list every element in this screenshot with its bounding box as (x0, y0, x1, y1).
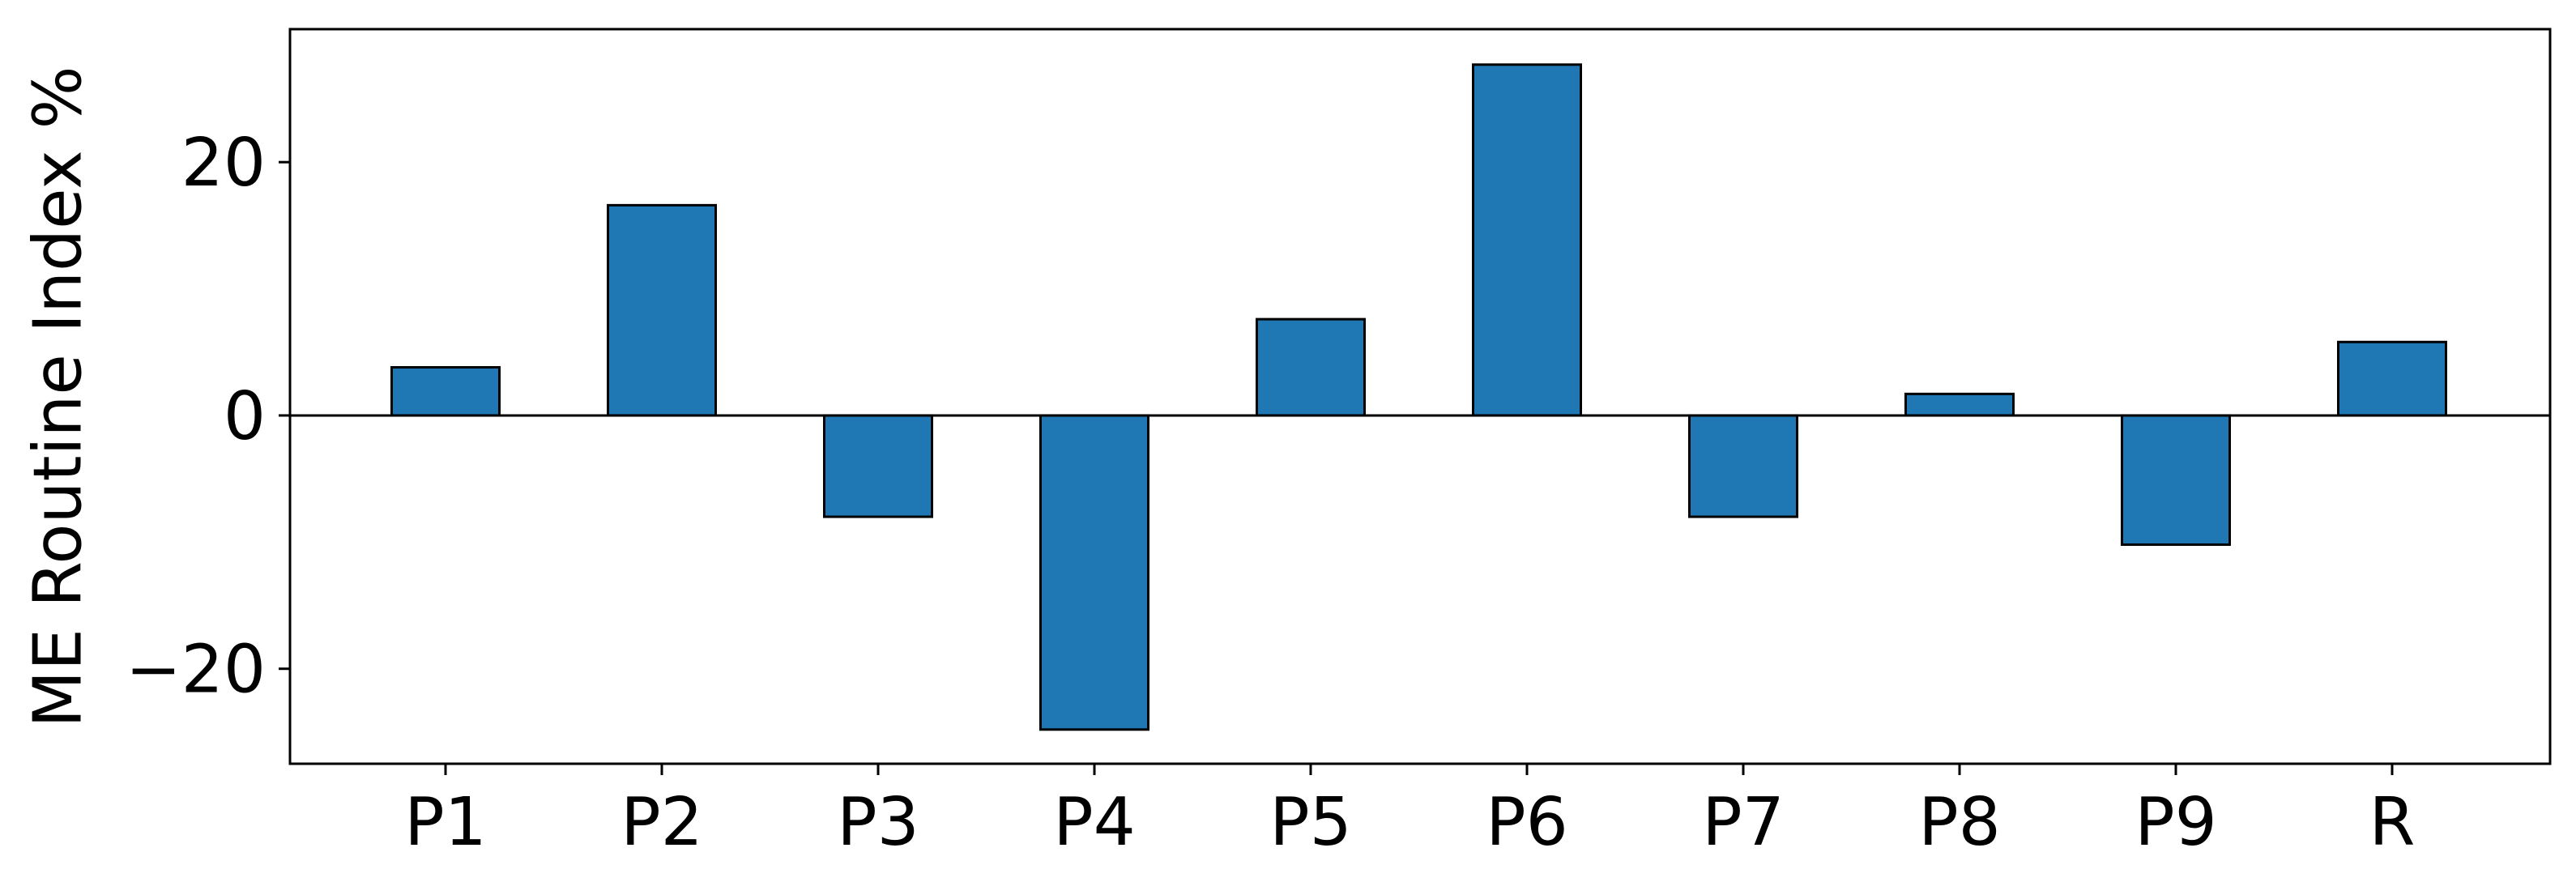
bar-r (2339, 342, 2446, 415)
x-tick-label-p4: P4 (1053, 784, 1136, 861)
bar-p2 (608, 205, 716, 415)
x-tick-label-p3: P3 (837, 784, 919, 861)
bar-p8 (1906, 394, 2014, 415)
x-tick-label-r: R (2369, 784, 2416, 861)
bar-p5 (1257, 319, 1365, 415)
bar-p1 (392, 368, 500, 415)
x-tick-label-p9: P9 (2135, 784, 2217, 861)
y-tick-label: 20 (181, 125, 266, 202)
y-ticks-group: −20 0 20 (126, 125, 290, 709)
x-ticks-group: P1 P2 P3 P4 P5 P6 P7 P8 P9 R (404, 764, 2415, 861)
x-tick-label-p6: P6 (1486, 784, 1568, 861)
bar-p7 (1690, 415, 1798, 517)
x-tick-label-p2: P2 (621, 784, 703, 861)
bar-p9 (2122, 415, 2230, 545)
bar-p6 (1474, 65, 1581, 415)
y-axis-title: ME Routine Index % (20, 66, 97, 727)
x-tick-label-p1: P1 (404, 784, 487, 861)
y-tick-label: 0 (224, 378, 266, 455)
bar-p4 (1041, 415, 1149, 730)
x-tick-label-p7: P7 (1702, 784, 1785, 861)
bar-p3 (825, 415, 932, 517)
bars-group (392, 65, 2446, 730)
x-tick-label-p5: P5 (1269, 784, 1352, 861)
y-tick-label: −20 (126, 632, 266, 709)
x-tick-label-p8: P8 (1918, 784, 2001, 861)
